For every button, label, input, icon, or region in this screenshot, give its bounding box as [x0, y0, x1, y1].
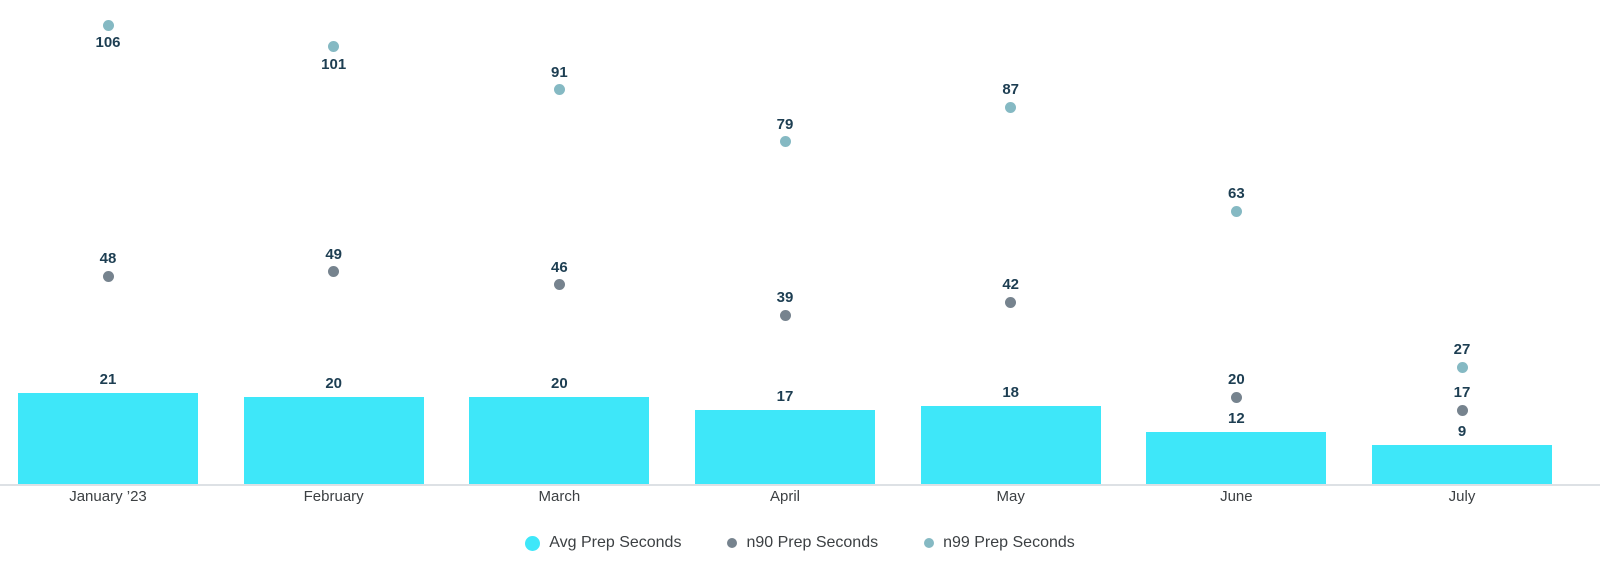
legend-swatch-icon: [525, 535, 541, 551]
x-axis-label-february: February: [303, 488, 364, 505]
value-label: 42: [1002, 276, 1019, 294]
x-axis-label-march: March: [538, 488, 581, 505]
n99-prep-seconds-dot-march[interactable]: [553, 84, 565, 96]
n99-prep-seconds-dot-july[interactable]: [1456, 361, 1468, 373]
x-axis-label-january-23: January ’23: [69, 488, 147, 505]
value-label: 39: [776, 289, 794, 307]
value-label: 63: [1227, 185, 1245, 203]
n99-prep-seconds-dot-june[interactable]: [1230, 205, 1242, 217]
n90-prep-seconds-dot-may[interactable]: [1005, 296, 1017, 308]
legend-label: n90 Prep Seconds: [746, 534, 879, 551]
legend-swatch-icon: [727, 538, 738, 548]
value-label: 48: [99, 250, 117, 268]
n99-prep-seconds-dot-january-23[interactable]: [102, 19, 114, 31]
value-label: 20: [1227, 371, 1245, 389]
x-axis-label-june: June: [1220, 488, 1253, 505]
avg-prep-seconds-bar-june[interactable]: [1146, 432, 1327, 484]
legend-item-n90-prep-seconds[interactable]: n90 Prep Seconds: [727, 534, 878, 552]
n90-prep-seconds-dot-july[interactable]: [1456, 404, 1468, 416]
value-label: 27: [1453, 341, 1471, 359]
n90-prep-seconds-dot-april[interactable]: [779, 309, 791, 321]
value-label: 18: [1002, 384, 1019, 402]
legend-swatch-icon: [924, 538, 935, 548]
legend-item-avg-prep-seconds[interactable]: Avg Prep Seconds: [525, 534, 681, 552]
value-label: 46: [550, 258, 568, 276]
value-label: 12: [1227, 410, 1245, 428]
legend: Avg Prep Seconds n90 Prep Seconds n99 Prep…: [0, 534, 1600, 552]
n99-prep-seconds-dot-february[interactable]: [328, 41, 340, 53]
n90-prep-seconds-dot-march[interactable]: [553, 279, 565, 291]
x-axis-label-may: May: [996, 488, 1025, 505]
avg-prep-seconds-bar-february[interactable]: [243, 397, 424, 484]
x-axis-label-july: July: [1448, 488, 1476, 505]
n90-prep-seconds-dot-june[interactable]: [1230, 391, 1242, 403]
value-label: 17: [776, 388, 794, 406]
legend-label: n99 Prep Seconds: [943, 534, 1075, 551]
value-label: 20: [325, 375, 342, 393]
value-label: 106: [95, 34, 121, 52]
value-label: 101: [321, 55, 347, 73]
value-label: 91: [550, 63, 568, 81]
n99-prep-seconds-dot-april[interactable]: [779, 136, 791, 148]
avg-prep-seconds-bar-april[interactable]: [695, 410, 875, 484]
n90-prep-seconds-dot-february[interactable]: [328, 266, 340, 278]
value-label: 20: [550, 375, 568, 393]
value-label: 9: [1457, 423, 1467, 441]
value-label: 87: [1002, 81, 1019, 99]
value-label: 79: [776, 115, 794, 133]
x-axis-line: [0, 484, 1600, 486]
n99-prep-seconds-dot-may[interactable]: [1005, 101, 1017, 113]
avg-prep-seconds-bar-january-23[interactable]: [18, 393, 198, 484]
plot-area: 21 20 20 17 18 12 9 48 49 46 39 42 20 17 106 101 91 79 87 6…: [18, 19, 1552, 484]
avg-prep-seconds-bar-july[interactable]: [1372, 445, 1552, 484]
x-axis-label-april: April: [769, 488, 801, 505]
avg-prep-seconds-bar-may[interactable]: [920, 406, 1101, 484]
legend-label: Avg Prep Seconds: [549, 534, 682, 551]
value-label: 17: [1453, 384, 1471, 402]
legend-item-n99-prep-seconds[interactable]: n99 Prep Seconds: [924, 534, 1075, 552]
value-label: 49: [325, 245, 342, 263]
n90-prep-seconds-dot-january-23[interactable]: [102, 270, 114, 282]
value-label: 21: [99, 371, 117, 389]
avg-prep-seconds-bar-march[interactable]: [469, 397, 650, 484]
